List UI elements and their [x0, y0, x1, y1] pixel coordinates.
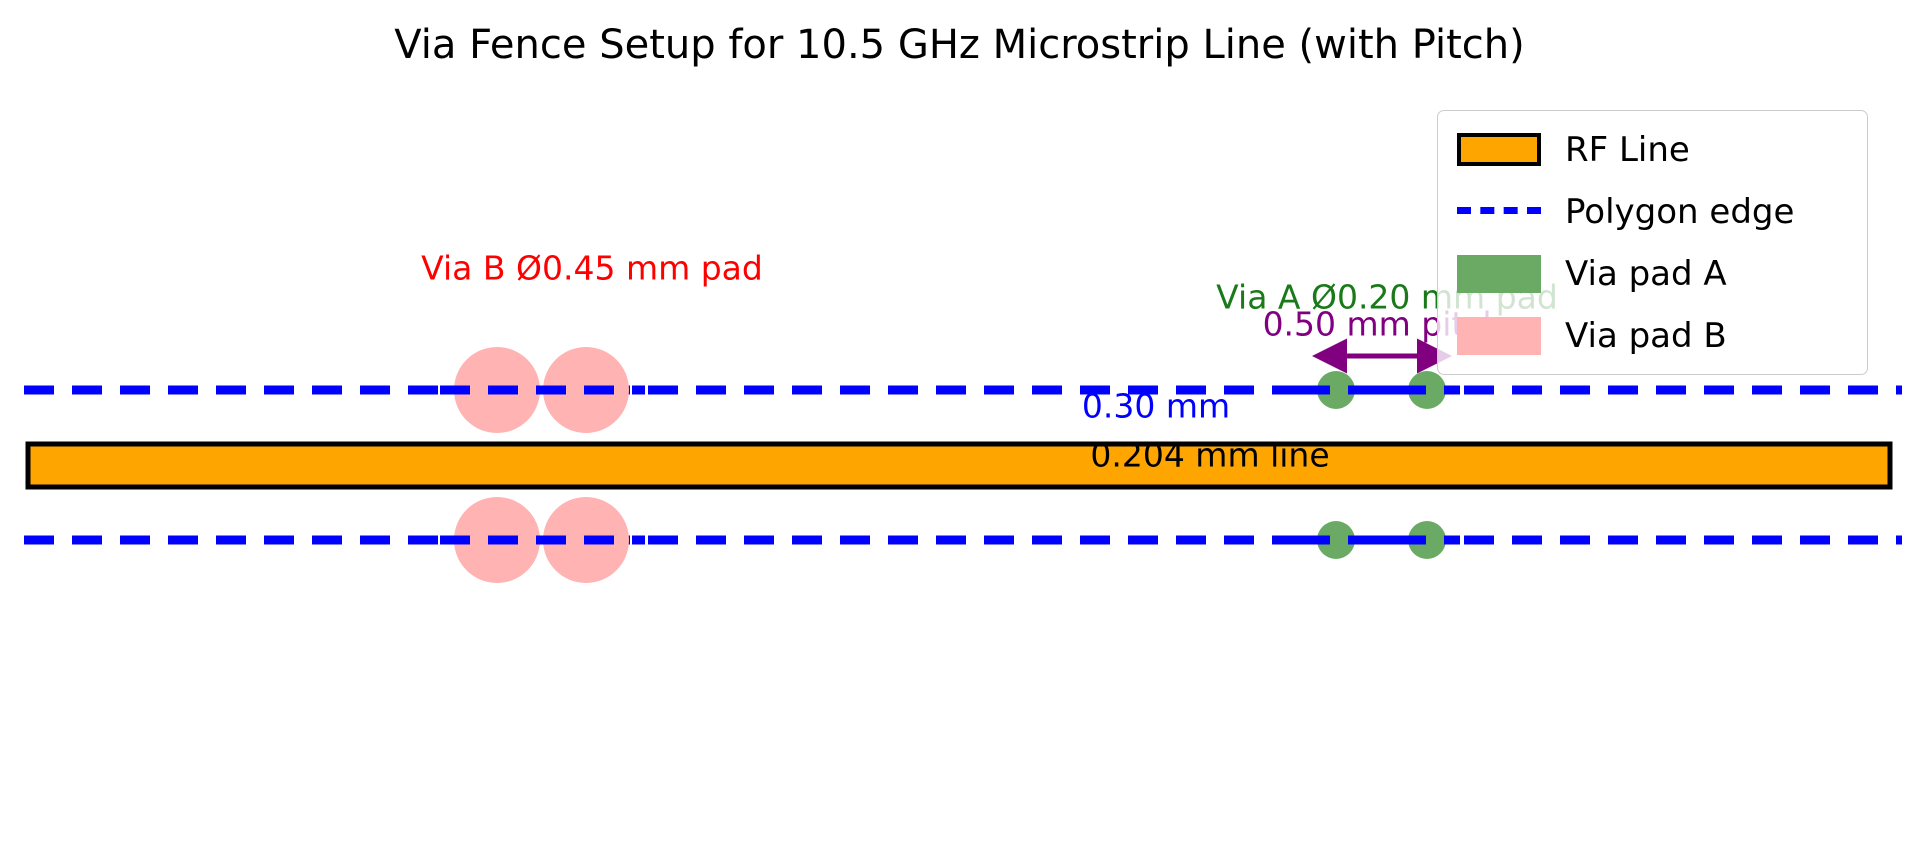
filled-rect-icon	[1457, 133, 1541, 166]
legend-item-via-pad-b: Via pad B	[1438, 305, 1867, 367]
page-title: Via Fence Setup for 10.5 GHz Microstrip …	[394, 22, 1525, 68]
green-swatch-icon	[1457, 255, 1541, 293]
via-pad-a	[1408, 371, 1446, 409]
legend-label-via-pad-a: Via pad A	[1565, 254, 1727, 294]
via-b-annotation: Via B Ø0.45 mm pad	[421, 248, 763, 288]
legend-key-via-pad-b	[1451, 305, 1547, 367]
legend-key-via-pad-a	[1451, 243, 1547, 305]
legend-item-rf-line: RF Line	[1438, 119, 1867, 181]
legend-key-rf-line	[1451, 119, 1547, 181]
dashed-line-icon	[1457, 207, 1541, 214]
pink-swatch-icon	[1457, 317, 1541, 355]
rf-line-band	[25, 441, 1893, 490]
legend-key-polygon-edge	[1451, 181, 1547, 243]
legend-label-polygon-edge: Polygon edge	[1565, 192, 1795, 232]
legend-item-polygon-edge: Polygon edge	[1438, 181, 1867, 243]
via-pad-a	[1317, 521, 1355, 559]
legend-box: RF Line Polygon edge Via pad A Via pad B	[1437, 110, 1868, 375]
line-width-annotation: 0.204 mm line	[1090, 435, 1330, 475]
legend-label-via-pad-b: Via pad B	[1565, 316, 1727, 356]
via-pad-a	[1317, 371, 1355, 409]
gap-annotation: 0.30 mm	[1081, 386, 1231, 426]
legend-label-rf-line: RF Line	[1565, 130, 1690, 170]
legend-item-via-pad-a: Via pad A	[1438, 243, 1867, 305]
via-pad-a	[1408, 521, 1446, 559]
